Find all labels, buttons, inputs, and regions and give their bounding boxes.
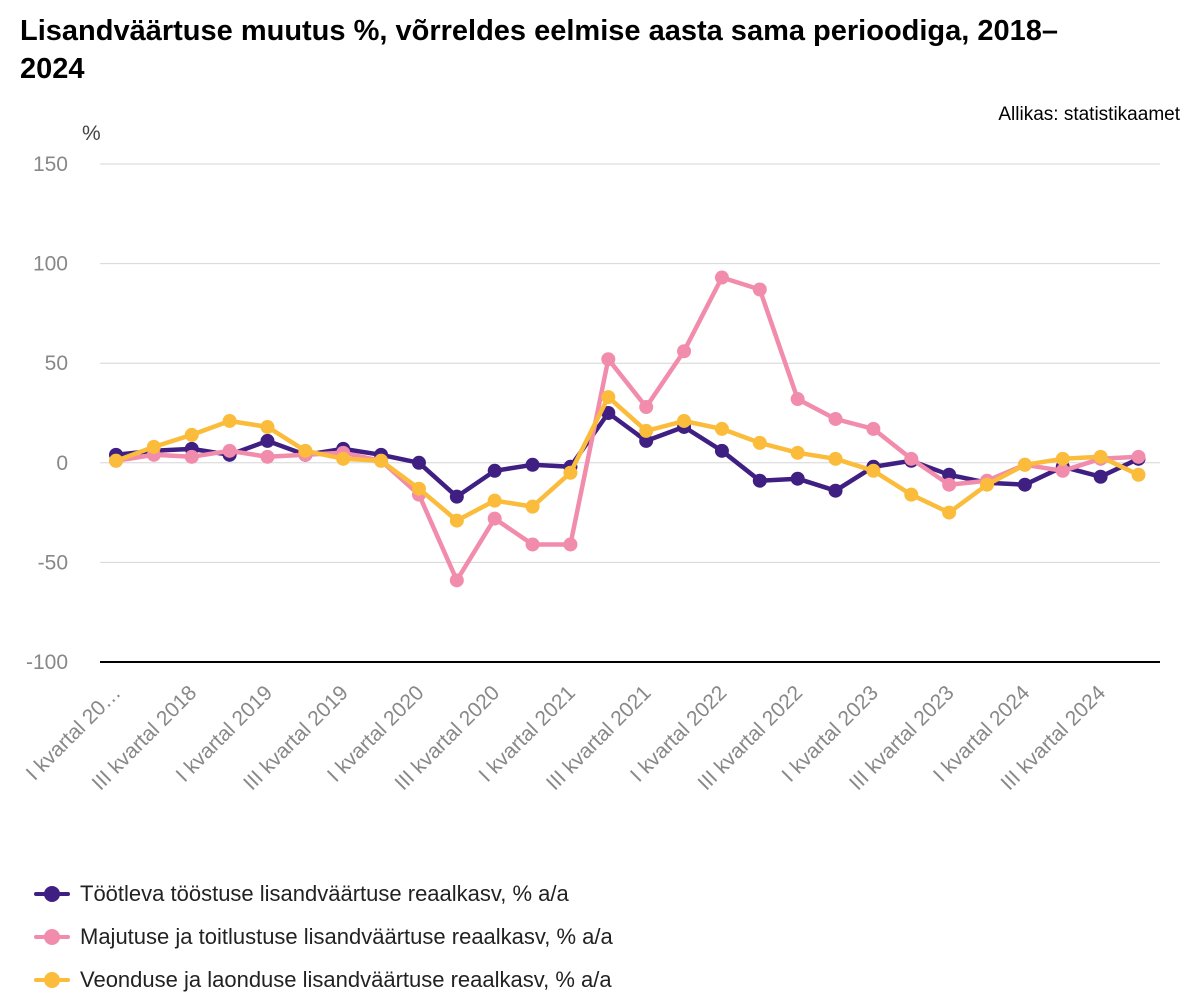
data-point bbox=[109, 453, 123, 468]
data-point bbox=[639, 423, 654, 438]
data-point bbox=[601, 390, 616, 405]
data-point bbox=[1017, 457, 1032, 472]
data-point bbox=[1055, 451, 1070, 466]
data-point bbox=[866, 421, 881, 436]
data-point bbox=[677, 413, 692, 428]
grid-lines bbox=[100, 163, 1160, 663]
data-point bbox=[298, 443, 313, 458]
legend-marker bbox=[32, 884, 72, 904]
data-point bbox=[677, 344, 692, 359]
data-point bbox=[336, 451, 351, 466]
legend-label: Töötleva tööstuse lisandväärtuse reaalka… bbox=[80, 880, 569, 906]
data-point bbox=[184, 427, 199, 442]
data-point bbox=[1093, 449, 1108, 464]
data-point bbox=[563, 537, 578, 552]
legend-item[interactable]: Majutuse ja toitlustuse lisandväärtuse r… bbox=[32, 915, 613, 958]
legend: Töötleva tööstuse lisandväärtuse reaalka… bbox=[32, 872, 613, 1001]
data-point bbox=[942, 467, 957, 482]
data-point bbox=[639, 433, 654, 448]
data-point bbox=[260, 449, 275, 464]
data-point bbox=[525, 499, 540, 514]
data-point bbox=[790, 392, 805, 407]
data-point bbox=[828, 411, 843, 426]
data-point bbox=[449, 513, 464, 528]
data-point bbox=[714, 443, 729, 458]
data-point bbox=[866, 463, 881, 478]
legend-marker bbox=[32, 970, 72, 990]
series-line bbox=[113, 410, 1141, 499]
data-point bbox=[828, 483, 843, 498]
data-point bbox=[828, 451, 843, 466]
data-point bbox=[714, 421, 729, 436]
data-point bbox=[601, 406, 616, 420]
y-tick-label: 50 bbox=[45, 352, 68, 375]
y-tick-label: 150 bbox=[33, 153, 68, 176]
data-point bbox=[904, 451, 919, 466]
data-point bbox=[222, 443, 237, 458]
y-axis-ticks: 150 100 50 0 -50 -100 bbox=[26, 153, 68, 674]
data-point bbox=[146, 439, 161, 454]
data-point bbox=[449, 573, 464, 588]
series-3 bbox=[109, 390, 1146, 528]
data-point bbox=[487, 463, 502, 478]
data-point bbox=[601, 352, 616, 367]
y-tick-label: -100 bbox=[26, 651, 68, 674]
data-point bbox=[1093, 469, 1108, 484]
data-point bbox=[563, 465, 578, 480]
line-chart: 150 100 50 0 -50 -100 I kvartal 20…III kvarta… bbox=[22, 153, 1160, 795]
legend-label: Majutuse ja toitlustuse lisandväärtuse r… bbox=[80, 923, 613, 949]
data-point bbox=[1131, 449, 1146, 464]
chart-title: Lisandväärtuse muutus %, võrreldes eelmi… bbox=[20, 15, 1059, 85]
data-point bbox=[525, 537, 540, 552]
data-point bbox=[487, 493, 502, 508]
legend-label: Veonduse ja laonduse lisandväärtuse reaa… bbox=[80, 966, 612, 992]
data-point bbox=[942, 505, 957, 520]
data-point bbox=[752, 282, 767, 297]
data-point bbox=[260, 433, 275, 448]
data-point bbox=[260, 419, 275, 434]
data-point bbox=[222, 413, 237, 428]
data-point bbox=[1055, 463, 1070, 478]
legend-item[interactable]: Veonduse ja laonduse lisandväärtuse reaa… bbox=[32, 958, 613, 1001]
data-point bbox=[487, 511, 502, 526]
data-point bbox=[449, 489, 464, 504]
data-point bbox=[1131, 467, 1146, 482]
data-point bbox=[639, 400, 654, 415]
data-point bbox=[1017, 477, 1032, 492]
data-point bbox=[752, 435, 767, 450]
data-point bbox=[374, 453, 389, 468]
data-point bbox=[184, 449, 199, 464]
source-note: Allikas: statistikaamet bbox=[998, 104, 1180, 125]
legend-marker bbox=[32, 927, 72, 947]
data-point bbox=[980, 477, 995, 492]
data-point bbox=[411, 481, 426, 496]
data-point bbox=[942, 477, 957, 492]
series-line bbox=[113, 394, 1141, 523]
data-point bbox=[752, 473, 767, 488]
y-tick-label: 100 bbox=[33, 253, 68, 276]
y-axis-unit-label: % bbox=[82, 122, 101, 145]
data-point bbox=[714, 270, 729, 285]
data-point bbox=[411, 455, 426, 470]
data-point bbox=[790, 445, 805, 460]
legend-item[interactable]: Töötleva tööstuse lisandväärtuse reaalka… bbox=[32, 872, 613, 915]
y-tick-label: 0 bbox=[56, 452, 68, 475]
data-point bbox=[904, 487, 919, 502]
series-lines bbox=[109, 270, 1146, 588]
data-point bbox=[525, 457, 540, 472]
data-point bbox=[790, 471, 805, 486]
series-line bbox=[113, 275, 1141, 583]
y-tick-label: -50 bbox=[38, 551, 68, 574]
